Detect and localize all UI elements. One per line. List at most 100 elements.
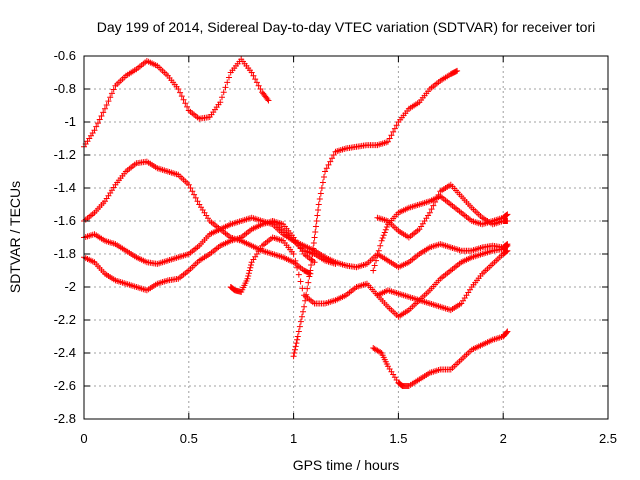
data-point bbox=[224, 79, 231, 86]
data-point bbox=[329, 155, 336, 162]
data-point bbox=[502, 212, 509, 219]
data-point bbox=[316, 196, 323, 202]
data-point bbox=[297, 278, 304, 285]
x-tick-label: 0 bbox=[80, 431, 87, 446]
data-point bbox=[307, 267, 314, 274]
data-point bbox=[191, 191, 198, 198]
data-point bbox=[301, 303, 308, 310]
data-point bbox=[432, 199, 439, 206]
y-tick-label: -2.8 bbox=[54, 411, 76, 426]
data-point bbox=[430, 202, 437, 209]
data-point bbox=[290, 353, 297, 360]
x-tick-label: 1 bbox=[290, 431, 297, 446]
data-series bbox=[370, 193, 511, 274]
data-point bbox=[185, 181, 192, 188]
data-point bbox=[94, 120, 101, 127]
y-ticks-layer: -2.8 -2.6 -2.4 -2.2 -2 -1.8 -1.6 -1.4 -1.2 -1 -0.8… bbox=[54, 48, 608, 426]
data-point bbox=[327, 158, 334, 165]
data-point bbox=[187, 185, 194, 191]
data-point bbox=[311, 259, 318, 266]
data-point bbox=[383, 224, 390, 231]
y-tick-label: -2.6 bbox=[54, 378, 76, 393]
data-point bbox=[175, 86, 182, 92]
y-tick-label: -0.8 bbox=[54, 81, 76, 96]
data-point bbox=[370, 267, 377, 274]
data-point bbox=[453, 68, 460, 75]
data-point bbox=[502, 242, 509, 249]
data-point bbox=[294, 264, 301, 271]
data-point bbox=[313, 218, 320, 224]
data-point bbox=[374, 252, 381, 259]
data-point bbox=[306, 273, 313, 280]
data-series bbox=[269, 218, 511, 271]
data-point bbox=[245, 270, 252, 277]
data-series bbox=[81, 158, 314, 277]
data-point bbox=[222, 84, 229, 91]
data-point bbox=[96, 116, 103, 123]
data-point bbox=[312, 223, 319, 230]
data-point bbox=[98, 112, 105, 119]
data-point bbox=[375, 247, 382, 254]
data-point bbox=[247, 264, 254, 271]
data-point bbox=[252, 76, 259, 83]
data-point bbox=[388, 132, 395, 139]
data-point bbox=[91, 127, 98, 134]
data-point bbox=[504, 241, 511, 248]
data-series bbox=[374, 247, 511, 314]
y-tick-label: -0.6 bbox=[54, 48, 76, 63]
data-point bbox=[308, 256, 315, 263]
data-point bbox=[503, 329, 510, 336]
data-point bbox=[312, 229, 319, 235]
data-point bbox=[294, 333, 301, 340]
data-point bbox=[384, 138, 391, 145]
data-point bbox=[317, 190, 324, 197]
data-series bbox=[81, 56, 272, 150]
y-axis-label: SDTVAR / TECUs bbox=[7, 181, 23, 293]
data-point bbox=[250, 72, 257, 79]
data-point bbox=[315, 207, 322, 213]
grid-layer bbox=[84, 56, 608, 419]
data-point bbox=[290, 251, 297, 257]
y-tick-label: -1.8 bbox=[54, 246, 76, 261]
data-point bbox=[189, 188, 196, 195]
x-ticks-layer: 0 0.5 1 1.5 2 2.5 bbox=[80, 56, 617, 446]
data-point bbox=[330, 152, 337, 158]
data-point bbox=[257, 86, 264, 92]
data-point bbox=[182, 100, 189, 107]
data-point bbox=[435, 191, 442, 198]
data-point bbox=[390, 128, 397, 135]
data-point bbox=[194, 198, 201, 205]
data-point bbox=[310, 240, 317, 246]
x-tick-label: 2.5 bbox=[599, 431, 617, 446]
data-point bbox=[378, 237, 385, 244]
data-point bbox=[225, 74, 232, 81]
data-point bbox=[295, 328, 302, 335]
y-tick-label: -2.2 bbox=[54, 312, 76, 327]
data-point bbox=[314, 212, 321, 219]
chart-title: Day 199 of 2014, Sidereal Day-to-day VTE… bbox=[97, 19, 596, 35]
data-point bbox=[381, 229, 388, 236]
data-series bbox=[290, 67, 461, 360]
data-point bbox=[218, 94, 225, 101]
data-points-layer bbox=[81, 56, 511, 389]
plot-frame bbox=[83, 55, 609, 420]
data-point bbox=[180, 96, 187, 103]
data-point bbox=[325, 161, 332, 168]
data-point bbox=[295, 271, 302, 278]
data-point bbox=[318, 185, 325, 191]
y-tick-label: -2 bbox=[64, 279, 76, 294]
data-point bbox=[291, 346, 298, 353]
data-point bbox=[177, 89, 184, 96]
data-point bbox=[428, 206, 435, 213]
data-point bbox=[184, 103, 191, 110]
y-tick-label: -1 bbox=[64, 114, 76, 129]
data-point bbox=[503, 241, 510, 248]
data-point bbox=[391, 125, 398, 132]
data-point bbox=[110, 86, 117, 93]
data-point bbox=[504, 211, 511, 218]
data-point bbox=[320, 174, 327, 180]
data-point bbox=[217, 99, 224, 106]
data-point bbox=[297, 318, 304, 325]
data-point bbox=[296, 323, 303, 330]
data-point bbox=[373, 257, 380, 264]
